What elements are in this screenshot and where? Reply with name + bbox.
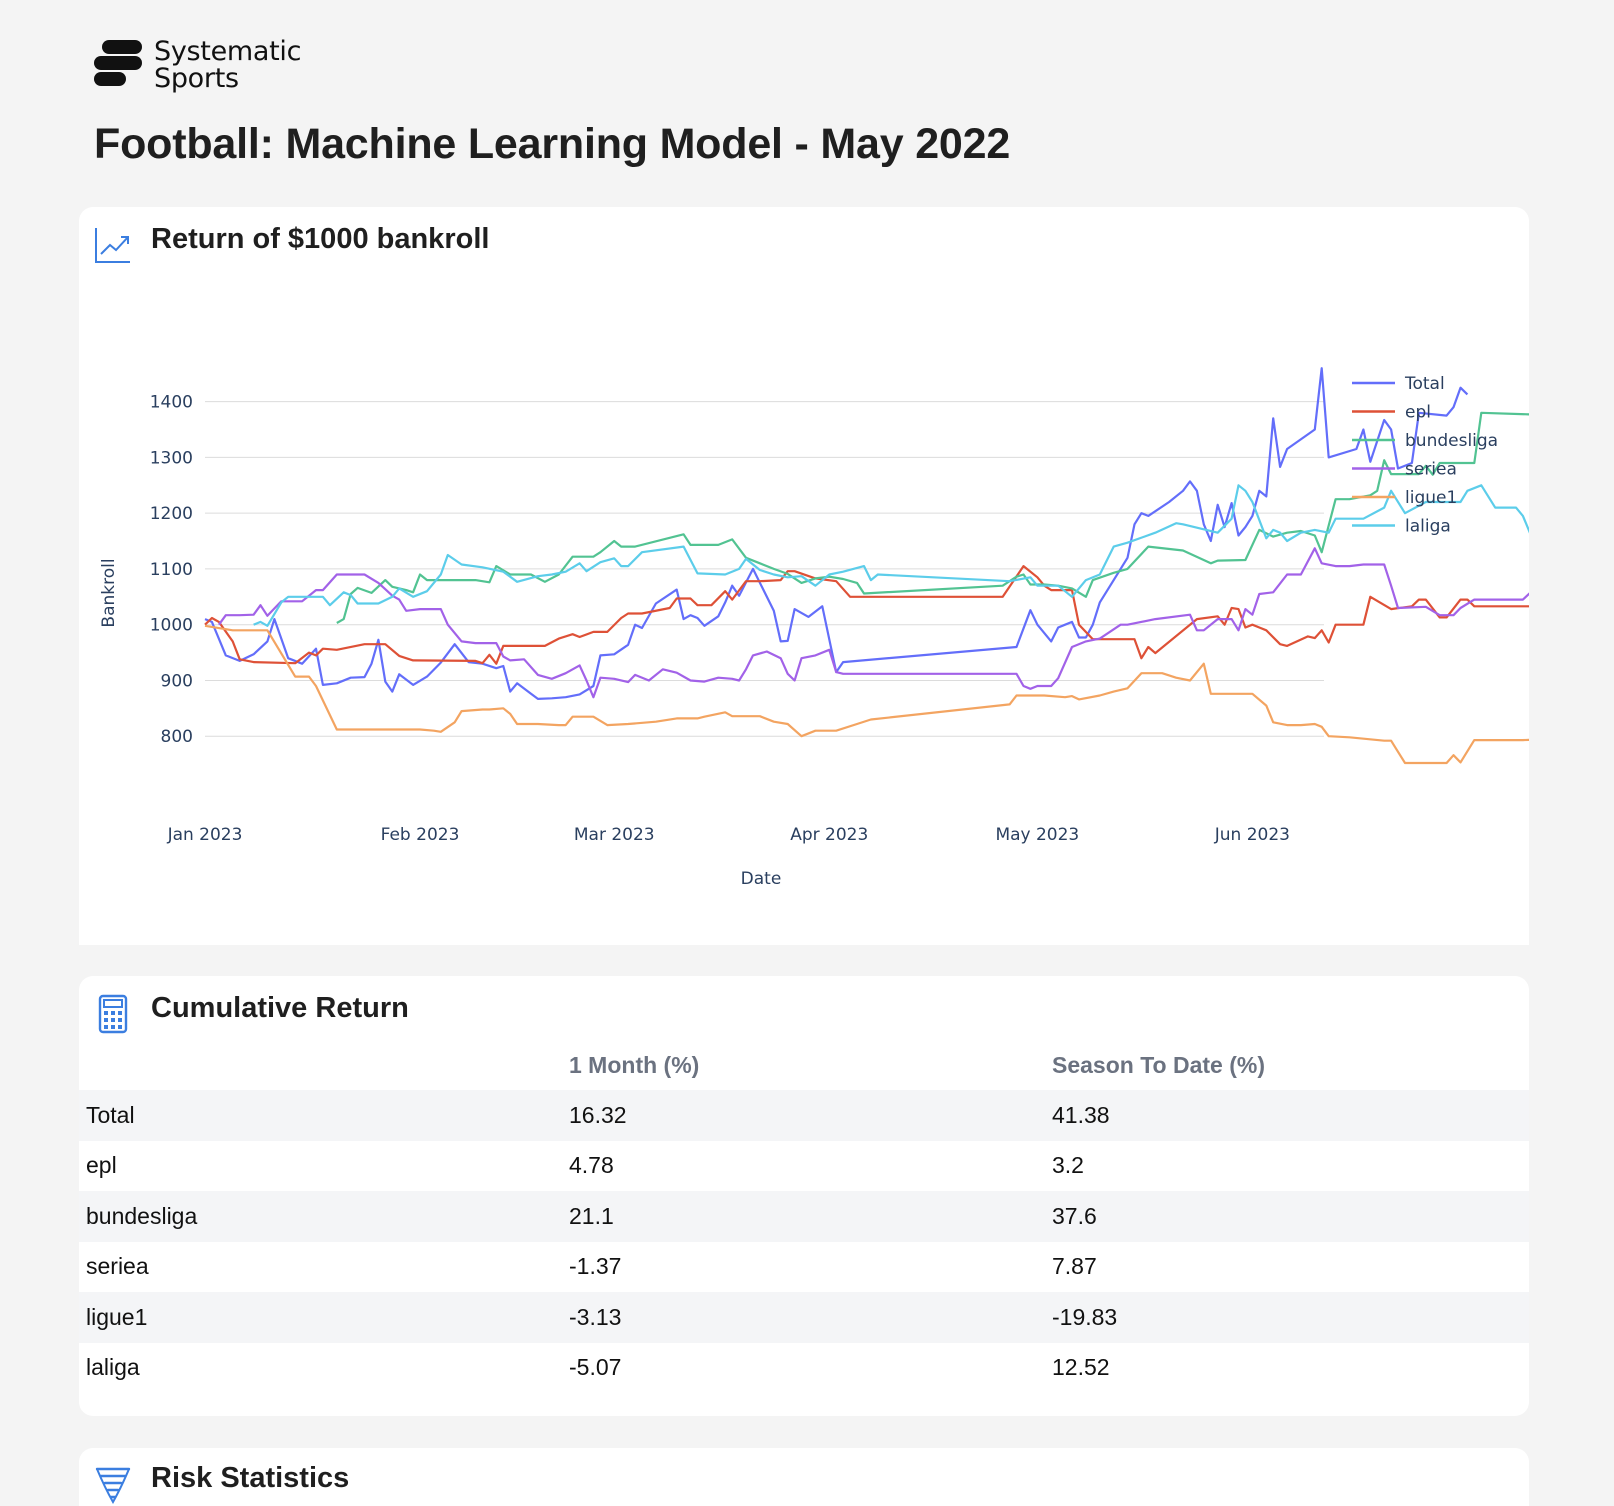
brand-name-line2: Sports bbox=[154, 63, 239, 94]
trending-up-icon bbox=[95, 228, 130, 263]
y-tick-label: 900 bbox=[161, 671, 193, 691]
y-tick-label: 1200 bbox=[150, 504, 193, 524]
bankroll-chart-card: Return of $1000 bankroll 800 900 1000 1100 1… bbox=[79, 207, 1529, 945]
row-league: bundesliga bbox=[79, 1191, 569, 1242]
brand-name: Systematic Sports bbox=[154, 38, 301, 92]
series-line-bundesliga[interactable] bbox=[336, 411, 1529, 624]
row-1-month: -5.07 bbox=[569, 1354, 622, 1381]
row-season-to-date: -19.83 bbox=[1052, 1292, 1529, 1343]
legend-label[interactable]: laliga bbox=[1405, 517, 1451, 537]
legend-label[interactable]: epl bbox=[1405, 403, 1431, 423]
y-tick-label: 1300 bbox=[150, 448, 193, 468]
row-league: Total bbox=[79, 1090, 569, 1141]
series-line-laliga[interactable] bbox=[253, 484, 1529, 627]
column-header-1-month: 1 Month (%) bbox=[569, 1051, 700, 1078]
row-season-to-date: 7.87 bbox=[1052, 1253, 1097, 1280]
y-tick-label: 800 bbox=[161, 727, 193, 747]
table-header-row: 1 Month (%) Season To Date (%) bbox=[79, 1040, 1529, 1090]
legend-label[interactable]: Total bbox=[1404, 374, 1445, 394]
tornado-icon bbox=[95, 1467, 131, 1504]
brand-name-line1: Systematic bbox=[154, 36, 302, 67]
row-1-month: 4.78 bbox=[569, 1152, 614, 1179]
cumulative-return-title: Cumulative Return bbox=[151, 992, 409, 1024]
row-league: seriea bbox=[86, 1253, 149, 1280]
table-row: Total 16.32 41.38 bbox=[79, 1090, 1529, 1141]
row-league: ligue1 bbox=[79, 1292, 569, 1343]
risk-statistics-card: Risk Statistics bbox=[79, 1448, 1529, 1506]
x-tick-label: Apr 2023 bbox=[790, 825, 868, 845]
column-header-season-to-date: Season To Date (%) bbox=[1052, 1051, 1265, 1078]
x-tick-label: May 2023 bbox=[995, 825, 1079, 845]
chart-legend: Total epl bundesliga seriea ligue1 laliga bbox=[1352, 374, 1498, 537]
legend-label[interactable]: seriea bbox=[1405, 460, 1457, 480]
row-1-month: 21.1 bbox=[569, 1191, 1052, 1242]
table-row: seriea -1.37 7.87 bbox=[79, 1242, 1529, 1293]
row-season-to-date: 41.38 bbox=[1052, 1090, 1529, 1141]
y-axis-label: Bankroll bbox=[99, 558, 119, 627]
row-season-to-date: 37.6 bbox=[1052, 1191, 1529, 1242]
table-row: ligue1 -3.13 -19.83 bbox=[79, 1292, 1529, 1343]
y-tick-label: 1000 bbox=[150, 616, 193, 636]
y-tick-label: 1100 bbox=[150, 560, 193, 580]
table-row: laliga -5.07 12.52 bbox=[79, 1343, 1529, 1394]
cumulative-return-table: 1 Month (%) Season To Date (%) Total 16.… bbox=[79, 1040, 1529, 1393]
chart-gridlines bbox=[205, 401, 1324, 737]
legend-label[interactable]: ligue1 bbox=[1405, 488, 1457, 508]
row-1-month: -3.13 bbox=[569, 1292, 1052, 1343]
row-league: epl bbox=[86, 1152, 117, 1179]
x-axis-label: Date bbox=[741, 869, 782, 889]
table-row: bundesliga 21.1 37.6 bbox=[79, 1191, 1529, 1242]
page-title: Football: Machine Learning Model - May 2… bbox=[94, 120, 1011, 168]
chart-series bbox=[204, 367, 1529, 765]
bankroll-line-chart[interactable]: 800 900 1000 1100 1200 1300 1400 Jan 2023 Feb 2… bbox=[79, 207, 1529, 945]
column-header-league bbox=[79, 1040, 569, 1090]
legend-label[interactable]: bundesliga bbox=[1405, 431, 1498, 451]
row-season-to-date: 12.52 bbox=[1052, 1354, 1110, 1381]
x-tick-label: Jan 2023 bbox=[167, 825, 243, 845]
table-row: epl 4.78 3.2 bbox=[79, 1141, 1529, 1192]
y-tick-label: 1400 bbox=[150, 393, 193, 413]
series-line-epl[interactable] bbox=[204, 565, 1529, 665]
series-line-seriea[interactable] bbox=[218, 547, 1529, 699]
calculator-icon bbox=[98, 994, 128, 1034]
series-line-Total[interactable] bbox=[204, 367, 1469, 700]
cumulative-return-card: Cumulative Return 1 Month (%) Season To … bbox=[79, 976, 1529, 1416]
chart-card-title: Return of $1000 bankroll bbox=[151, 223, 490, 255]
series-line-ligue1[interactable] bbox=[204, 624, 1529, 765]
brand-logo-mark-icon bbox=[94, 40, 142, 86]
y-axis-ticks: 800 900 1000 1100 1200 1300 1400 bbox=[150, 393, 193, 748]
row-league: laliga bbox=[86, 1354, 140, 1381]
x-tick-label: Jun 2023 bbox=[1214, 825, 1290, 845]
risk-statistics-title: Risk Statistics bbox=[151, 1462, 350, 1494]
x-tick-label: Mar 2023 bbox=[574, 825, 655, 845]
brand-logo[interactable]: Systematic Sports bbox=[94, 38, 314, 92]
x-axis-ticks: Jan 2023 Feb 2023 Mar 2023 Apr 2023 May 2023… bbox=[167, 825, 1290, 845]
row-1-month: -1.37 bbox=[569, 1253, 622, 1280]
x-tick-label: Feb 2023 bbox=[381, 825, 460, 845]
row-1-month: 16.32 bbox=[569, 1090, 1052, 1141]
row-season-to-date: 3.2 bbox=[1052, 1152, 1084, 1179]
